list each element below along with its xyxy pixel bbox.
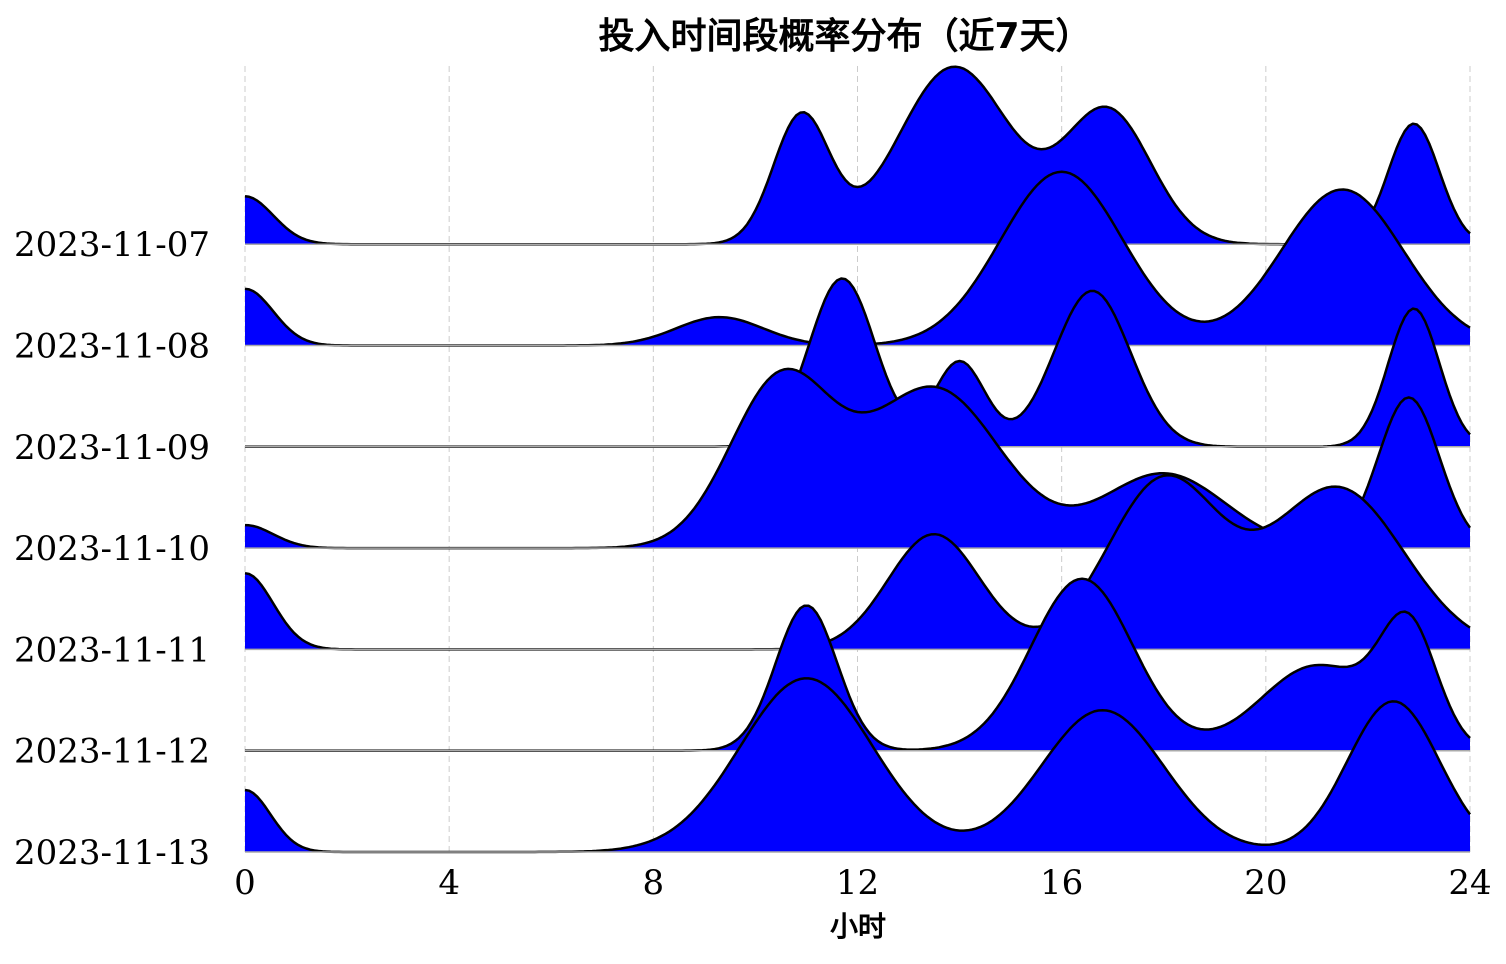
ridge-group bbox=[244, 677, 1472, 854]
x-axis-label: 小时 bbox=[830, 910, 886, 943]
ridge-area bbox=[245, 475, 1470, 650]
y-tick-label: 2023-11-12 bbox=[14, 732, 210, 772]
ridge-layer bbox=[244, 65, 1472, 854]
ridge-area bbox=[245, 578, 1470, 751]
ridge-group bbox=[244, 473, 1471, 651]
y-tick-label: 2023-11-08 bbox=[14, 327, 210, 367]
ridge-area bbox=[245, 278, 1470, 447]
x-tick-label: 8 bbox=[643, 863, 665, 903]
ridge-area bbox=[245, 66, 1470, 245]
chart-title: 投入时间段概率分布（近7天） bbox=[598, 16, 1091, 57]
ridge-group bbox=[244, 65, 1471, 246]
x-tick-labels: 0 4 8 12 16 20 24 bbox=[234, 863, 1491, 903]
x-tick-label: 4 bbox=[438, 863, 460, 903]
x-tick-label: 12 bbox=[836, 863, 879, 903]
y-tick-label: 2023-11-11 bbox=[14, 630, 210, 670]
x-tick-label: 16 bbox=[1040, 863, 1083, 903]
y-tick-label: 2023-11-07 bbox=[14, 225, 210, 265]
y-tick-label: 2023-11-13 bbox=[14, 833, 210, 873]
x-tick-label: 24 bbox=[1448, 863, 1491, 903]
y-tick-labels: 2023-11-07 2023-11-08 2023-11-09 2023-11-10… bbox=[14, 225, 210, 873]
y-tick-label: 2023-11-10 bbox=[14, 529, 210, 569]
x-tick-label: 20 bbox=[1244, 863, 1287, 903]
y-tick-label: 2023-11-09 bbox=[14, 428, 210, 468]
ridge-area bbox=[245, 171, 1470, 346]
ridge-area bbox=[245, 678, 1470, 852]
x-tick-label: 0 bbox=[234, 863, 256, 903]
